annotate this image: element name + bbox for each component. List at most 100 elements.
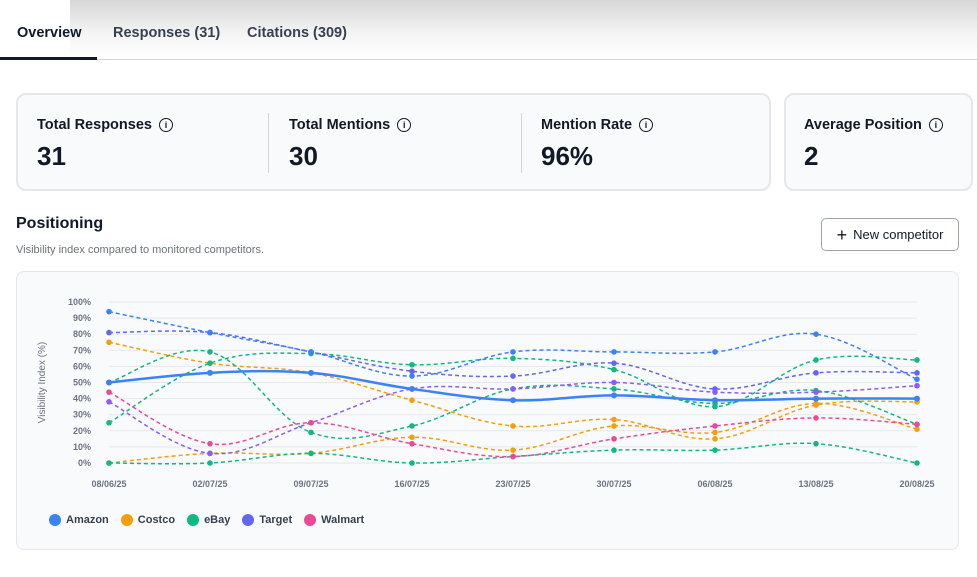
data-point-target <box>712 349 718 355</box>
data-point-costco <box>813 400 819 407</box>
positioning-title: Positioning <box>16 215 104 232</box>
x-tick-label: 02/07/25 <box>192 479 227 489</box>
x-tick-label: 20/08/25 <box>899 479 934 489</box>
y-tick-label: 0% <box>78 458 91 468</box>
data-point-ebay <box>611 386 617 392</box>
legend-swatch <box>120 514 133 526</box>
data-point-target <box>106 308 112 315</box>
stats-card: Total Responses i 31 Total Mentions i 30… <box>16 93 771 191</box>
data-point-ebay <box>308 450 314 457</box>
stat-value: 30 <box>289 141 318 171</box>
data-point-costco <box>914 426 920 432</box>
data-point-target <box>914 370 920 376</box>
legend-swatch <box>242 514 255 526</box>
data-point-target <box>813 331 819 337</box>
legend-label: Target <box>259 514 293 526</box>
data-point-target <box>611 360 617 366</box>
legend-swatch <box>49 514 61 526</box>
data-point-ebay <box>510 355 516 362</box>
legend-item-amazon[interactable]: Amazon <box>49 514 109 526</box>
data-point-walmart <box>409 440 415 447</box>
data-point-ebay <box>914 357 920 363</box>
stat-value: 96% <box>541 141 594 171</box>
data-point-walmart <box>308 419 314 426</box>
info-icon[interactable]: i <box>639 118 654 132</box>
data-point-amazon <box>611 392 617 399</box>
x-tick-label: 09/07/25 <box>293 479 328 489</box>
legend-label: Costco <box>137 514 176 526</box>
legend-item-ebay[interactable]: eBay <box>187 514 230 526</box>
data-point-costco <box>712 436 718 442</box>
data-point-target <box>914 376 920 383</box>
y-tick-label: 10% <box>73 442 91 452</box>
data-point-ebay <box>106 419 112 426</box>
data-point-target <box>409 373 415 379</box>
data-point-walmart <box>207 440 213 447</box>
stat-label: Average Position <box>804 117 922 133</box>
legend-item-walmart[interactable]: Walmart <box>304 514 364 526</box>
stat-value: 2 <box>804 141 819 171</box>
legend-item-target[interactable]: Target <box>242 514 292 526</box>
average-position-card: Average Position i 2 <box>784 93 973 191</box>
data-point-ebay <box>813 440 819 447</box>
data-point-ebay <box>308 429 314 436</box>
x-tick-label: 16/07/25 <box>394 479 429 489</box>
info-icon[interactable]: i <box>397 118 412 132</box>
legend-label: Walmart <box>321 514 365 526</box>
data-point-target <box>207 329 213 336</box>
stat-value: 31 <box>37 141 66 171</box>
data-point-walmart <box>813 415 819 421</box>
stat-divider <box>521 113 522 173</box>
stat-label: Total Responses <box>37 117 152 133</box>
data-point-target <box>611 349 617 355</box>
data-point-target <box>409 368 415 375</box>
stat-divider <box>268 113 269 173</box>
data-point-target <box>813 370 819 376</box>
data-point-amazon <box>409 385 415 392</box>
data-point-ebay <box>207 360 213 366</box>
tab-overview[interactable]: Overview <box>17 25 82 41</box>
data-point-target <box>813 389 819 395</box>
info-icon[interactable]: i <box>158 118 173 132</box>
data-point-costco <box>510 423 516 429</box>
new-competitor-button[interactable]: + New competitor <box>821 218 959 251</box>
data-point-target <box>611 379 617 386</box>
data-point-amazon <box>813 395 819 402</box>
data-point-target <box>712 389 718 395</box>
data-point-amazon <box>914 395 920 402</box>
data-point-walmart <box>914 421 920 428</box>
data-point-amazon <box>712 397 718 404</box>
plus-icon: + <box>836 224 848 245</box>
data-point-costco <box>611 416 617 423</box>
tab-responses[interactable]: Responses (31) <box>113 25 221 41</box>
data-point-target <box>207 450 213 457</box>
data-point-walmart <box>712 423 718 429</box>
data-point-amazon <box>510 397 516 404</box>
series-line-target <box>108 310 918 380</box>
x-tick-label: 13/08/25 <box>798 479 833 489</box>
y-tick-label: 40% <box>73 394 91 404</box>
y-tick-label: 20% <box>73 426 91 436</box>
legend-swatch <box>304 514 317 526</box>
data-point-ebay <box>409 423 415 429</box>
stat-label: Mention Rate <box>541 117 633 133</box>
data-point-target <box>308 349 314 355</box>
tab-citations[interactable]: Citations (309) <box>247 25 347 41</box>
data-point-target <box>914 382 920 389</box>
data-point-target <box>106 329 112 336</box>
tab-bar: Overview Responses (31) Citations (309) <box>0 0 977 60</box>
data-point-ebay <box>207 460 213 466</box>
positioning-subtitle: Visibility index compared to monitored c… <box>16 244 265 256</box>
x-tick-label: 23/07/25 <box>495 479 530 489</box>
legend-label: Amazon <box>66 514 109 526</box>
data-point-walmart <box>510 453 516 460</box>
info-icon[interactable]: i <box>928 118 943 132</box>
legend-item-costco[interactable]: Costco <box>120 514 176 526</box>
data-point-amazon <box>207 369 213 376</box>
data-point-ebay <box>914 460 920 466</box>
x-tick-label: 08/06/25 <box>91 479 126 489</box>
legend-swatch <box>187 514 200 526</box>
data-point-amazon <box>106 379 112 386</box>
data-point-ebay <box>207 349 213 355</box>
data-point-ebay <box>409 361 415 368</box>
